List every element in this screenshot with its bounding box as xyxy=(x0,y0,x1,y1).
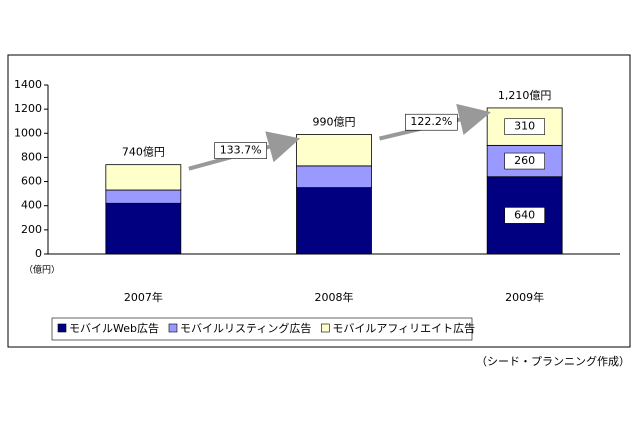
y-tick-label: 0 xyxy=(35,247,42,260)
y-tick-label: 1400 xyxy=(14,78,42,91)
y-tick-label: 400 xyxy=(21,199,42,212)
legend-swatch xyxy=(57,323,67,333)
growth-label-box xyxy=(214,142,267,159)
y-unit: （億円） xyxy=(24,264,60,276)
y-tick-label: 1200 xyxy=(14,102,42,115)
y-tick-label: 800 xyxy=(21,150,42,163)
x-tick-label: 2009年 xyxy=(505,290,544,304)
x-tick-label: 2007年 xyxy=(124,290,163,304)
legend-swatch xyxy=(168,323,178,333)
value-label-box xyxy=(504,152,545,170)
bar-segment xyxy=(296,187,372,255)
y-tick-label: 600 xyxy=(21,175,42,188)
total-label: 740億円 xyxy=(122,146,165,159)
legend-label: モバイルWeb広告 xyxy=(69,322,159,335)
x-tick-label: 2008年 xyxy=(315,290,354,304)
legend-label: モバイルリスティング広告 xyxy=(180,321,311,335)
growth-label: 122.2% xyxy=(410,115,452,128)
legend-box xyxy=(51,317,473,341)
y-tick-label: 200 xyxy=(21,223,42,236)
bar-segment xyxy=(105,164,182,191)
value-label-box xyxy=(504,118,545,135)
value-label: 310 xyxy=(514,120,535,133)
value-label: 640 xyxy=(514,208,535,221)
growth-label-box xyxy=(405,113,458,131)
growth-label: 133.7% xyxy=(220,144,262,157)
bar-segment xyxy=(296,165,372,189)
value-label: 260 xyxy=(514,154,535,167)
total-label: 1,210億円 xyxy=(498,89,552,102)
bar-segment xyxy=(296,134,372,167)
y-tick-label: 1000 xyxy=(14,126,42,139)
bar-segment xyxy=(105,189,182,204)
legend-swatch xyxy=(321,323,330,333)
legend-label: モバイルアフィリエイト広告 xyxy=(332,322,475,335)
value-label-box xyxy=(504,207,545,224)
total-label: 990億円 xyxy=(313,115,356,128)
source: （シード・プランニング作成） xyxy=(476,354,630,368)
bar-segment xyxy=(105,202,182,255)
